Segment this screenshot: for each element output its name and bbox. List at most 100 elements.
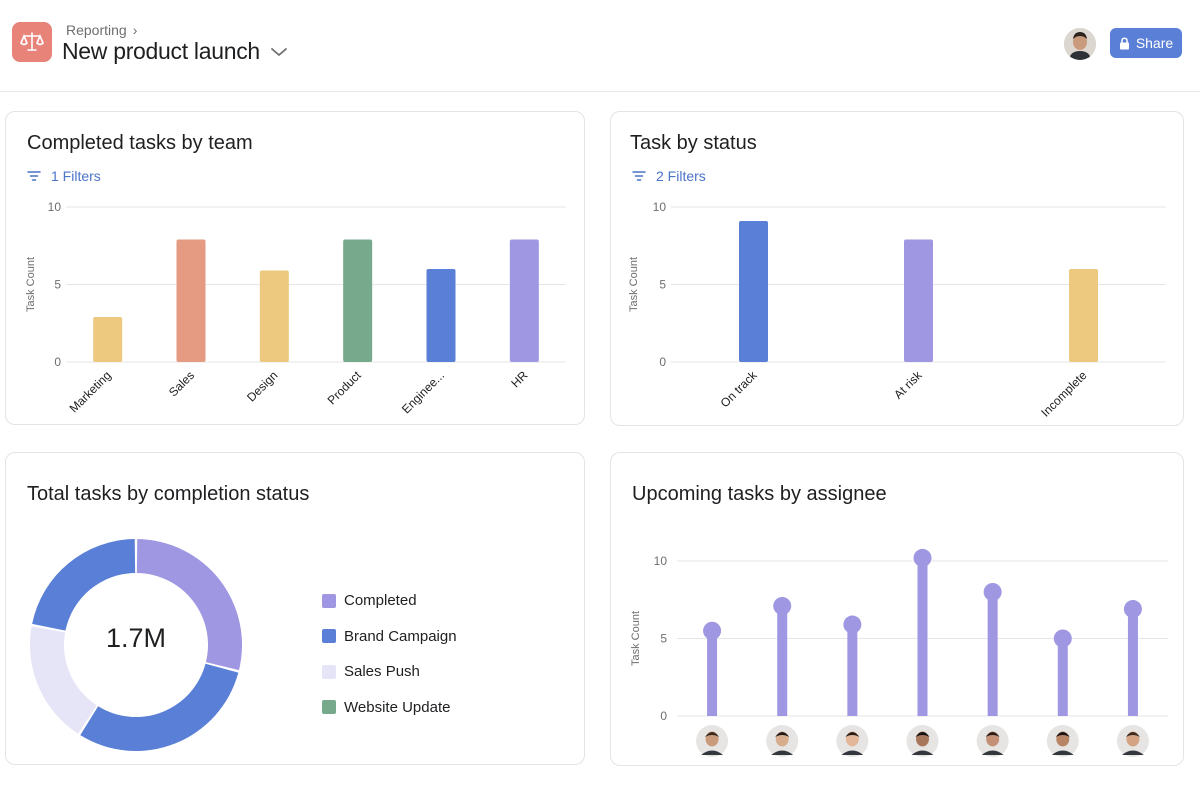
legend-label: Brand Campaign	[344, 627, 457, 645]
bar	[176, 239, 206, 362]
lollipop-head	[913, 548, 932, 567]
y-tick-label: 10	[48, 200, 62, 214]
bar	[739, 220, 768, 362]
bar	[426, 269, 456, 362]
share-button[interactable]: Share	[1110, 28, 1182, 58]
y-tick-label: 5	[54, 278, 61, 292]
lollipop-stem	[917, 557, 928, 716]
scale-icon[interactable]	[12, 22, 52, 62]
breadcrumb-reporting[interactable]: Reporting	[66, 22, 127, 38]
x-tick-label: Design	[244, 368, 280, 404]
legend-item: Completed	[322, 583, 457, 619]
y-axis-label: Task Count	[25, 257, 37, 312]
lollipop-stem	[777, 605, 788, 716]
assignee-avatar-hair	[985, 732, 1000, 737]
lollipop-stem	[707, 630, 718, 716]
lollipop-head	[983, 583, 1002, 601]
bar	[904, 239, 933, 362]
card-title: Total tasks by completion status	[27, 483, 310, 505]
assignee-avatar-shirt	[701, 750, 724, 755]
avatar[interactable]	[1064, 28, 1096, 60]
y-axis-label: Task Count	[630, 611, 642, 666]
legend-label: Website Update	[344, 698, 451, 716]
legend-label: Sales Push	[344, 663, 420, 681]
filter-label: 1 Filters	[51, 168, 101, 184]
x-tick-label: HR	[508, 368, 530, 390]
legend-label: Completed	[344, 592, 417, 610]
donut-slice	[136, 539, 242, 671]
status-bar-chart: 0 5 10 Task Count On track At risk Incomplete	[628, 200, 1166, 420]
filter-button[interactable]: 2 Filters	[632, 168, 706, 184]
assignee-avatar-hair	[1125, 732, 1140, 737]
card-upcoming-by-assignee: Upcoming tasks by assignee 0 5 10 Task Coun…	[610, 452, 1184, 766]
card-title: Task by status	[630, 132, 757, 154]
bar	[343, 239, 373, 362]
donut-center-value: 1.7M	[105, 623, 167, 653]
assignee-avatar-shirt	[981, 750, 1004, 755]
filter-button[interactable]: 1 Filters	[27, 168, 101, 184]
legend-item: Brand Campaign	[322, 619, 457, 655]
assignee-avatar-shirt	[1051, 750, 1074, 755]
assignee-avatar-shirt	[841, 750, 864, 755]
y-tick-label: 0	[660, 709, 667, 723]
card-completed-by-team: Completed tasks by team 1 Filters 0 5 10 Ta…	[5, 111, 585, 425]
legend: Completed Brand Campaign Sales Push Webs…	[322, 583, 457, 725]
x-tick-label: Enginee...	[399, 368, 447, 416]
lollipop-stem	[1057, 638, 1068, 716]
legend-swatch	[322, 700, 336, 715]
lollipop-head	[773, 596, 792, 615]
breadcrumb-separator: ›	[132, 22, 138, 38]
x-tick-label: Incomplete	[1038, 368, 1090, 420]
assignee-avatar-shirt	[771, 750, 794, 755]
legend-swatch	[322, 629, 336, 644]
x-tick-label: At risk	[891, 368, 925, 402]
legend-item: Sales Push	[322, 654, 457, 690]
share-label: Share	[1135, 35, 1174, 51]
page-title: New product launch	[62, 38, 260, 64]
title-row[interactable]: New product launch	[62, 38, 288, 65]
breadcrumb[interactable]: Reporting ›	[66, 22, 137, 38]
x-tick-label: Sales	[166, 368, 197, 399]
lock-icon	[1119, 36, 1129, 49]
assignee-avatar-hair	[845, 732, 860, 737]
card-task-by-status: Task by status 2 Filters 0 5 10 Task Count O…	[610, 111, 1184, 426]
filter-icon	[632, 171, 646, 181]
page-header: Reporting › New product launch Share	[0, 0, 1200, 92]
lollipop-stem	[987, 592, 998, 716]
x-tick-label: Product	[325, 368, 365, 408]
legend-swatch	[322, 593, 336, 608]
team-bar-chart: 0 5 10 Task Count Marketing Sales Design Produc…	[25, 200, 566, 416]
bar	[1069, 269, 1098, 362]
y-tick-label: 5	[660, 632, 667, 646]
filter-label: 2 Filters	[656, 168, 706, 184]
lollipop-head	[843, 615, 862, 634]
assignee-avatar-hair	[1055, 732, 1070, 737]
lollipop-stem	[847, 624, 858, 716]
y-tick-label: 0	[54, 355, 61, 369]
card-title: Completed tasks by team	[27, 132, 253, 154]
y-tick-label: 10	[653, 200, 667, 214]
legend-item: Website Update	[322, 690, 457, 726]
card-completion-status: Total tasks by completion status 1.7M Co…	[5, 452, 585, 765]
donut-slice	[80, 663, 239, 751]
bar	[93, 317, 123, 362]
lollipop-head	[703, 621, 722, 640]
y-axis-label: Task Count	[628, 257, 640, 312]
assignee-avatar-hair	[915, 732, 930, 737]
lollipop-stem	[1127, 609, 1138, 716]
donut-slice	[32, 539, 136, 631]
lollipop-head	[1053, 629, 1072, 648]
chevron-down-icon[interactable]	[270, 46, 288, 58]
y-tick-label: 10	[654, 554, 668, 568]
filter-icon	[27, 171, 41, 181]
legend-swatch	[322, 664, 336, 679]
assignee-lollipop-chart: 0 5 10 Task Count	[630, 548, 1168, 757]
completion-donut-chart	[29, 539, 242, 751]
assignee-avatar-shirt	[1121, 750, 1144, 755]
assignee-avatar-shirt	[911, 750, 934, 755]
assignee-avatar-hair	[775, 732, 790, 737]
y-tick-label: 0	[659, 355, 666, 369]
x-tick-label: Marketing	[67, 368, 114, 415]
bar	[509, 239, 539, 362]
lollipop-head	[1123, 600, 1142, 619]
